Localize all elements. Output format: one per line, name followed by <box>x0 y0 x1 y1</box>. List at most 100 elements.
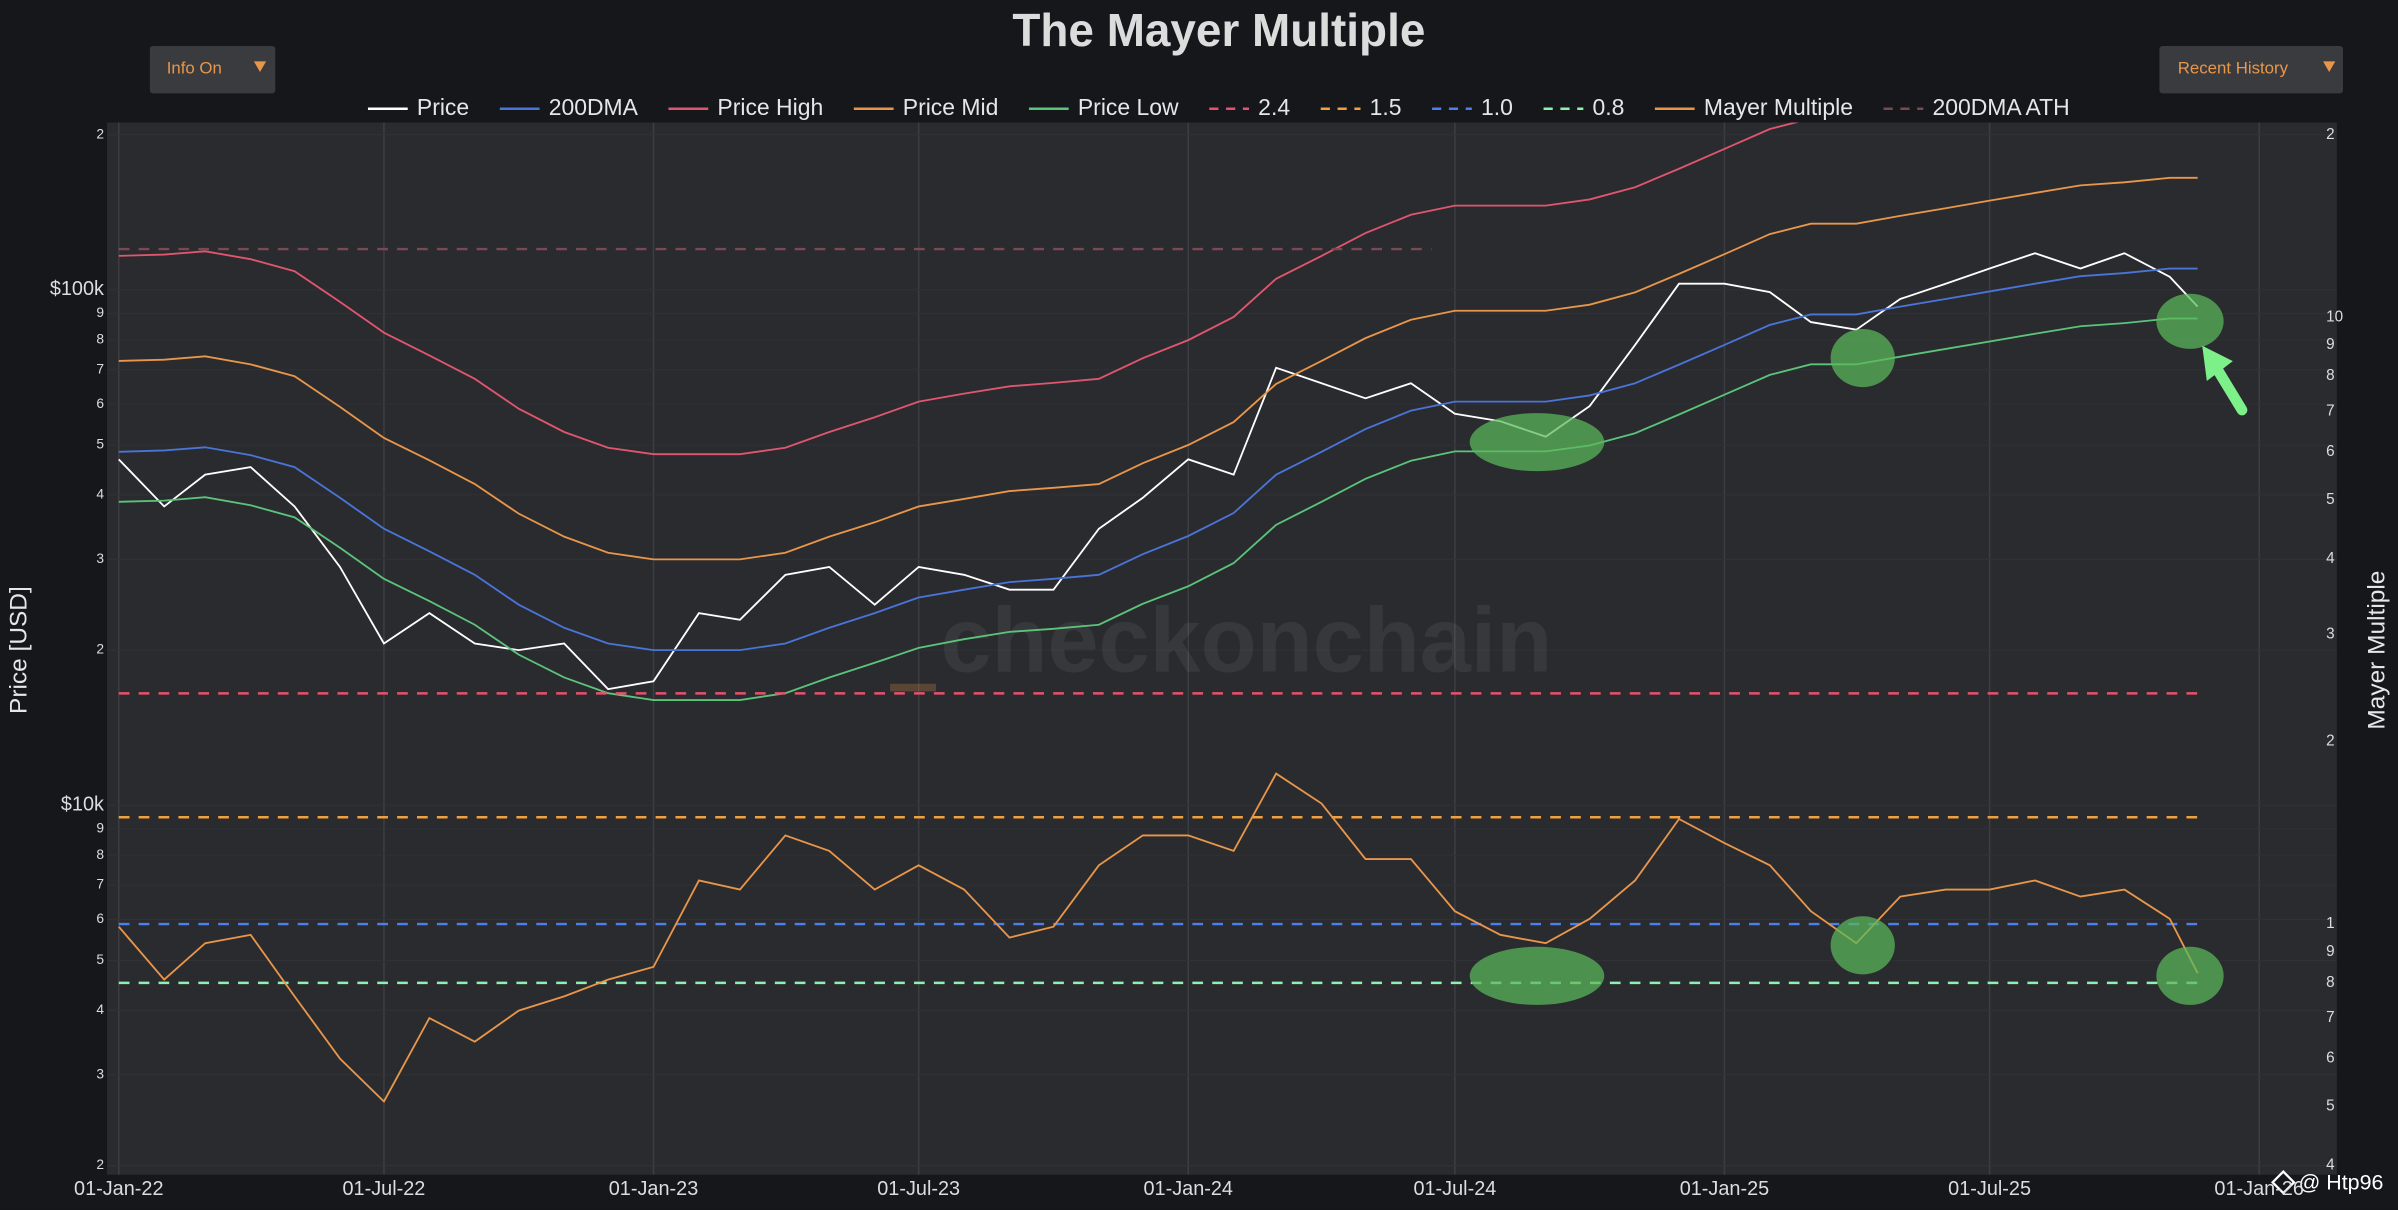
highlight <box>2156 946 2224 1005</box>
x-tick-label: 01-Jan-26 <box>2214 1178 2304 1200</box>
x-tick-label: 01-Jul-24 <box>1413 1178 1496 1200</box>
highlight <box>1830 916 1895 975</box>
y2-tick-label: 6 <box>2326 443 2335 460</box>
highlights <box>1469 293 2224 1005</box>
legend-item: Mayer Multiple <box>1654 94 1853 120</box>
y-tick-label: 2 <box>96 126 104 141</box>
button-background[interactable] <box>149 46 276 94</box>
y2-tick-label: 7 <box>2326 402 2335 419</box>
x-tick-label: 01-Jul-23 <box>877 1178 960 1200</box>
legend-label: 200DMA ATH <box>1932 94 2069 120</box>
grid <box>107 122 2337 1175</box>
y2-tick-label: 2 <box>2326 732 2335 749</box>
legend-label: Mayer Multiple <box>1704 94 1853 120</box>
y2-tick-label: 6 <box>2326 1050 2335 1067</box>
y-tick-label: 2 <box>96 642 104 657</box>
legend-label: 0.8 <box>1592 94 1624 120</box>
y2-tick-label: 1 <box>2326 915 2335 932</box>
y-tick-label: 6 <box>96 911 104 926</box>
x-tick-label: 01-Jan-24 <box>1143 1178 1233 1200</box>
y-tick-label: 5 <box>96 952 104 967</box>
y-tick-label: 5 <box>96 437 104 452</box>
y2-tick-label: 9 <box>2326 943 2335 960</box>
highlight <box>1469 946 1605 1005</box>
y2-tick-label: 2 <box>2326 126 2335 143</box>
y2-tick-label: 3 <box>2326 626 2335 643</box>
credit-icon <box>2270 1169 2296 1195</box>
legend-item: 0.8 <box>1543 94 1624 120</box>
y-tick-label: 7 <box>96 877 104 892</box>
legend-item: 1.0 <box>1432 94 1513 120</box>
y-tick-label: $10k <box>61 794 104 816</box>
legend-label: 200DMA <box>549 94 639 120</box>
legend-item: 1.5 <box>1320 94 1402 120</box>
button-label[interactable]: Info On <box>167 58 222 77</box>
highlight <box>2156 293 2224 349</box>
y-tick-label: 8 <box>96 331 104 346</box>
y-tick-label: 9 <box>96 305 104 320</box>
y2-tick-label: 5 <box>2326 491 2335 508</box>
range-button[interactable]: Recent History <box>2159 46 2343 94</box>
y2-tick-label: 8 <box>2326 367 2335 384</box>
legend-item: 200DMA ATH <box>1883 94 2070 120</box>
credit: @ Htp96 <box>2299 1171 2384 1195</box>
x-tick-label: 01-Jul-25 <box>1948 1178 2031 1200</box>
y2-tick-label: 4 <box>2326 550 2335 567</box>
y-tick-label: $100k <box>50 278 104 300</box>
y-tick-label: 4 <box>96 487 104 502</box>
dropdown-icon[interactable] <box>2323 61 2336 73</box>
series-line <box>118 122 1800 456</box>
legend-label: Price Mid <box>903 94 999 120</box>
button-label[interactable]: Recent History <box>2178 58 2289 77</box>
chart-title: The Mayer Multiple <box>1012 4 1425 56</box>
dropdown-icon[interactable] <box>253 61 267 73</box>
y-axis-title: Price [USD] <box>5 586 32 714</box>
watermark: checkonchain <box>940 589 1552 691</box>
y-tick-label: 4 <box>96 1002 104 1017</box>
y2-tick-label: 5 <box>2326 1098 2335 1115</box>
arrow-head <box>2202 345 2233 381</box>
x-tick-label: 01-Jul-22 <box>343 1178 426 1200</box>
series-line <box>118 252 2199 691</box>
legend-item: Price Low <box>1028 94 1179 120</box>
series-line <box>118 176 2198 561</box>
y2-tick-label: 8 <box>2326 974 2335 991</box>
x-tick-label: 01-Jan-22 <box>74 1178 164 1200</box>
arrow <box>2202 345 2248 416</box>
arrow-shaft <box>2210 361 2248 416</box>
x-tick-label: 01-Jan-25 <box>1680 1178 1770 1200</box>
y2-tick-label: 7 <box>2326 1009 2335 1026</box>
y-tick-label: 7 <box>96 361 104 376</box>
y2-tick-label: 9 <box>2326 336 2335 353</box>
legend-label: Price <box>417 94 469 120</box>
x-tick-label: 01-Jan-23 <box>609 1178 699 1200</box>
y-tick-label: 8 <box>96 847 104 862</box>
watermark-underscore <box>890 683 936 692</box>
legend-label: 1.5 <box>1370 94 1402 120</box>
series-lines <box>118 122 2199 1103</box>
legend-label: 2.4 <box>1258 94 1290 120</box>
legend-item: Price Mid <box>853 94 999 120</box>
y-tick-label: 9 <box>96 820 104 835</box>
legend-item: Price <box>367 94 469 120</box>
y-tick-label: 2 <box>96 1157 104 1172</box>
legend-item: 200DMA <box>499 94 639 120</box>
plot-background <box>107 122 2337 1175</box>
axes: 01-Jan-22 01-Jul-22 01-Jan-23 01-Jul-23 01-J… <box>50 126 2343 1200</box>
info-button[interactable]: Info On <box>149 46 276 94</box>
legend-item: 2.4 <box>1209 94 1290 120</box>
legend-label: 1.0 <box>1481 94 1513 120</box>
y-tick-label: 3 <box>96 1066 104 1081</box>
y2-tick-label: 10 <box>2326 308 2343 325</box>
series-line <box>118 267 2198 652</box>
button-background[interactable] <box>2159 46 2343 94</box>
highlight <box>1469 413 1605 472</box>
y2-tick-label: 4 <box>2326 1157 2335 1174</box>
legend: Price 200DMA Price High Price Mid Price Low 2… <box>367 94 2070 120</box>
y-tick-label: 3 <box>96 551 104 566</box>
y-tick-label: 6 <box>96 396 104 411</box>
legend-item: Price High <box>668 94 823 120</box>
legend-label: Price Low <box>1078 94 1179 120</box>
watermark-group: checkonchain <box>890 589 1552 692</box>
highlight <box>1830 328 1895 388</box>
